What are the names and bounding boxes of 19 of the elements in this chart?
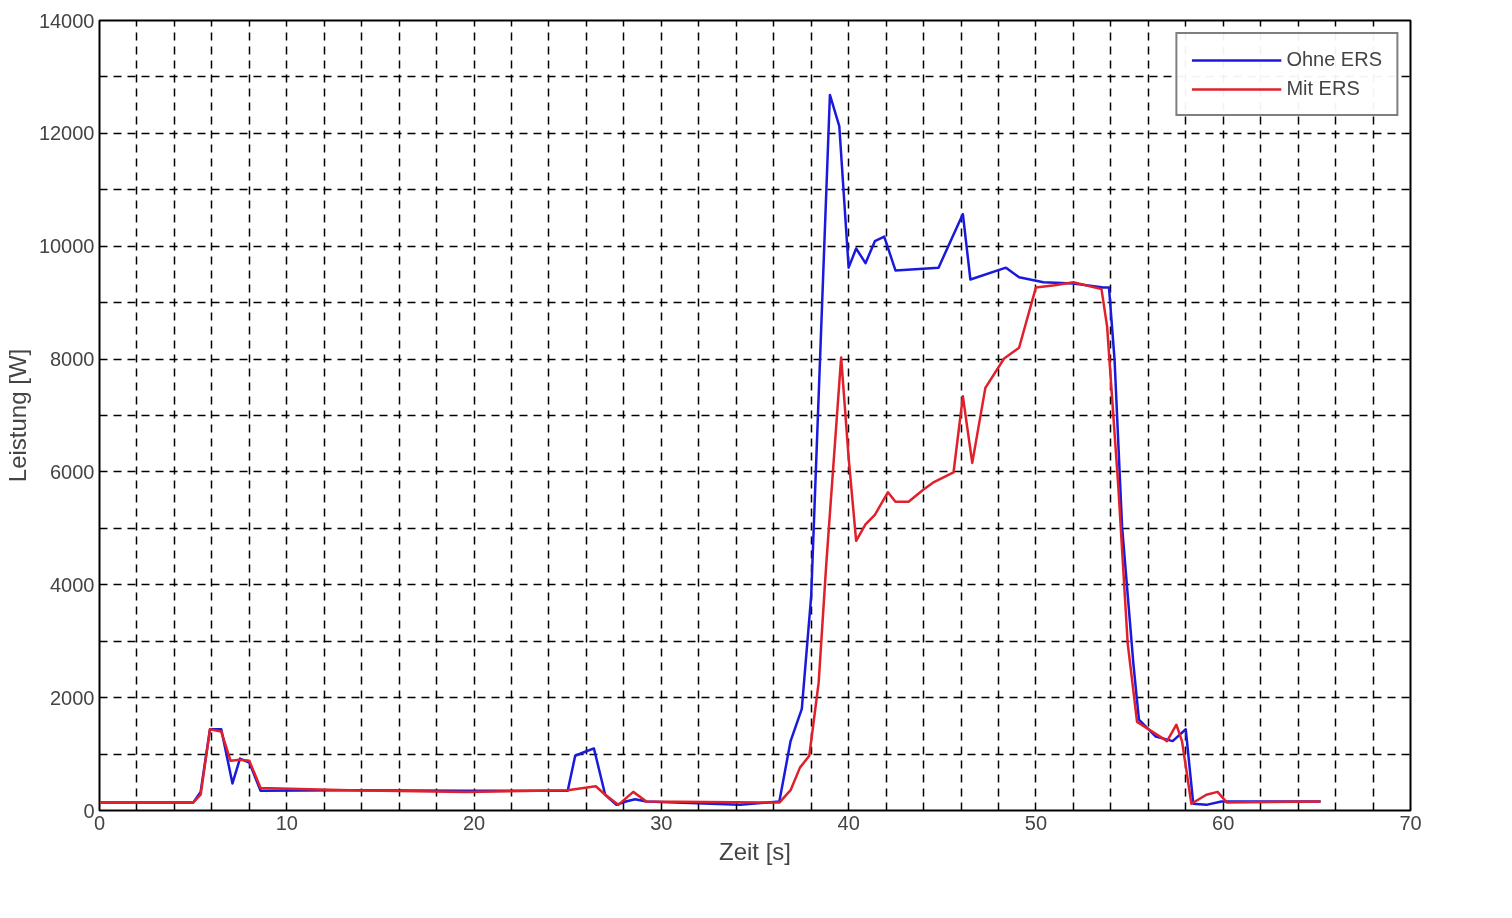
- y-axis-title: Leistung [W]: [3, 348, 31, 483]
- x-tick-label: 10: [275, 811, 298, 834]
- x-tick-label: 40: [837, 811, 860, 834]
- line-series: [99, 281, 1322, 807]
- legend-label: Mit ERS: [1286, 77, 1360, 100]
- y-tick-label: 8000: [50, 348, 95, 371]
- x-tick-label: 50: [1024, 811, 1048, 834]
- y-tick-label: 10000: [38, 235, 95, 258]
- x-tick-label: 20: [462, 811, 486, 834]
- x-tick-label: 30: [650, 811, 673, 834]
- y-tick-label: 6000: [50, 460, 95, 483]
- x-tick-label: 70: [1399, 811, 1422, 834]
- x-tick-label: 60: [1212, 811, 1235, 834]
- legend-label: Ohne ERS: [1286, 48, 1382, 71]
- y-tick-label: 12000: [38, 122, 95, 145]
- x-axis-title: Zeit [s]: [718, 837, 792, 865]
- y-tick-label: 4000: [50, 573, 95, 596]
- y-tick-label: 14000: [38, 9, 95, 32]
- y-tick-label: 2000: [50, 686, 95, 709]
